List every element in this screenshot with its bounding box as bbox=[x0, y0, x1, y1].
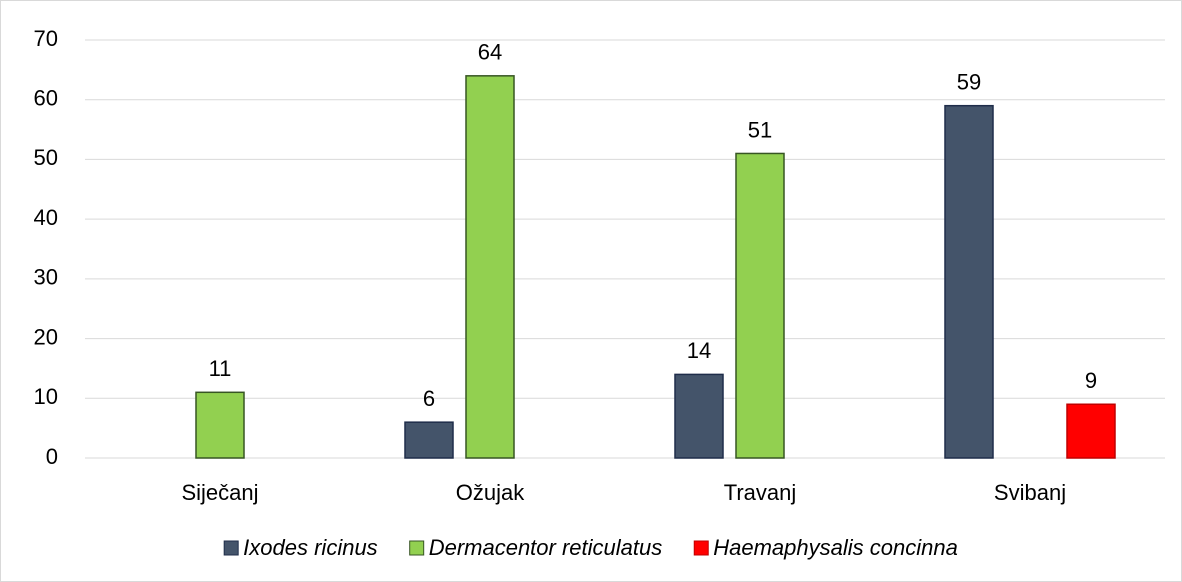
y-tick-label: 30 bbox=[34, 265, 58, 290]
legend-label: Haemaphysalis concinna bbox=[713, 535, 958, 560]
bar bbox=[404, 421, 454, 459]
y-tick-label: 20 bbox=[34, 324, 58, 349]
legend-label: Ixodes ricinus bbox=[243, 535, 378, 560]
x-tick-label: Svibanj bbox=[994, 480, 1066, 505]
y-tick-label: 40 bbox=[34, 205, 58, 230]
data-label: 9 bbox=[1085, 368, 1097, 393]
y-tick-label: 70 bbox=[34, 26, 58, 51]
y-tick-label: 10 bbox=[34, 384, 58, 409]
bar bbox=[735, 152, 785, 459]
data-label: 59 bbox=[957, 69, 981, 94]
data-label: 64 bbox=[478, 40, 502, 65]
bar bbox=[674, 373, 724, 459]
y-tick-label: 0 bbox=[46, 444, 58, 469]
legend-label: Dermacentor reticulatus bbox=[429, 535, 663, 560]
bar bbox=[944, 104, 994, 459]
legend-swatch bbox=[409, 540, 425, 556]
y-tick-label: 50 bbox=[34, 145, 58, 170]
bar bbox=[1066, 403, 1116, 459]
bar bbox=[465, 75, 515, 459]
y-tick-label: 60 bbox=[34, 86, 58, 111]
legend-swatch bbox=[223, 540, 239, 556]
bar bbox=[195, 391, 245, 459]
data-label: 6 bbox=[423, 386, 435, 411]
x-tick-label: Ožujak bbox=[456, 480, 525, 505]
legend-swatch bbox=[693, 540, 709, 556]
data-label: 11 bbox=[209, 356, 232, 381]
data-label: 14 bbox=[687, 338, 711, 363]
legend: Ixodes ricinus Dermacentor reticulatus Hae… bbox=[223, 535, 958, 560]
x-tick-label: Siječanj bbox=[181, 480, 258, 505]
data-label: 51 bbox=[748, 117, 772, 142]
x-tick-label: Travanj bbox=[724, 480, 797, 505]
